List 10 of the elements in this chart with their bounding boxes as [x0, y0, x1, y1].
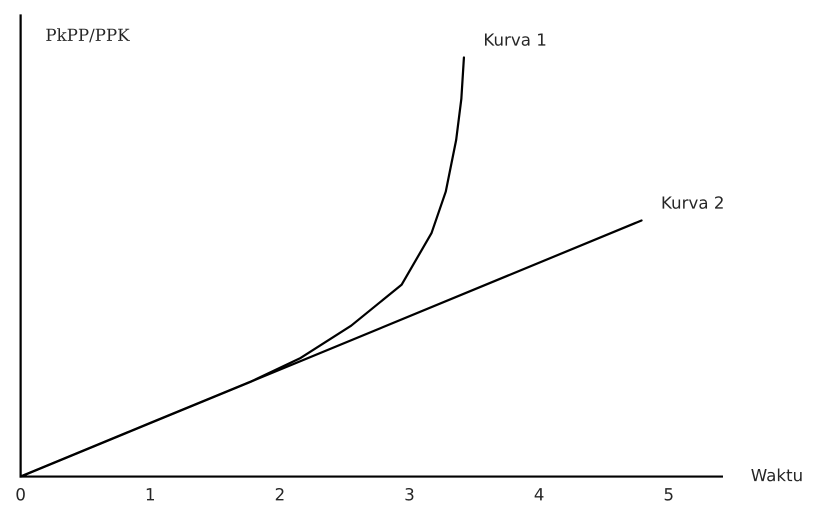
x-tick-label: 1: [146, 488, 154, 500]
x-tick-label: 3: [405, 488, 414, 501]
series-label: Kurva 1: [485, 33, 546, 46]
x-tick-label: 2: [276, 488, 284, 500]
series-label: Kurva 2: [662, 196, 723, 209]
x-tick-label: 4: [534, 488, 544, 500]
x-tick-label: 5: [664, 488, 673, 501]
x-tick-label: 0: [16, 488, 25, 501]
x-axis-title: Waktu: [751, 468, 802, 482]
y-axis-title: PkPP/PPK: [46, 28, 130, 42]
